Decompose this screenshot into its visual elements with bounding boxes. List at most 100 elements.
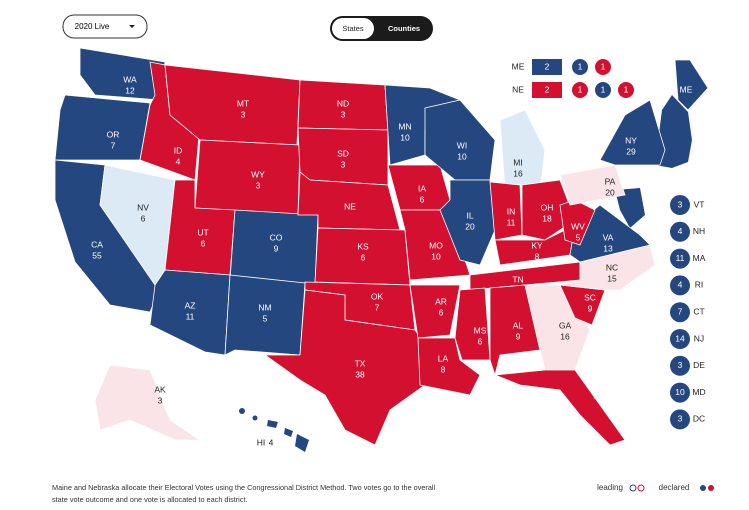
state-votes: 15 [607,273,617,283]
state-shape [94,364,202,441]
state-votes: 10 [457,151,467,161]
state-votes: 10 [431,251,441,261]
state-shape [674,59,709,111]
split-dot [618,82,634,98]
state-votes: 6 [141,213,146,223]
state-code: TN [512,274,523,284]
state-votes: 6 [439,307,444,317]
state-code: MS [474,325,487,335]
hawaii-island [295,434,309,452]
small-state-code: MA [693,253,706,263]
state-code: WY [251,169,265,179]
small-state-dot [670,275,690,296]
state-votes: 11 [507,217,516,227]
state-votes: 20 [465,221,475,231]
split-votes: 1 [601,61,606,71]
small-state-votes: 3 [678,360,683,370]
split-votes: 1 [578,84,583,94]
state-votes: 13 [603,243,613,253]
mid-atlantic [615,188,645,228]
state-votes: 5 [576,232,581,242]
state-code: AZ [185,300,196,310]
legend-declared: declared [659,483,690,492]
legend-leading: leading [597,483,623,492]
state-shape [559,164,626,206]
state-votes: 12 [125,85,135,95]
split-votes: 2 [545,84,550,94]
state-votes: 3 [256,180,261,190]
small-state-code: MD [692,387,705,397]
state-code: WV [571,221,585,231]
state-code: VA [603,232,614,242]
state-shape [499,109,546,191]
state-votes: 20 [605,187,615,197]
small-state-votes: 4 [678,280,683,290]
small-state-votes: 14 [675,333,685,343]
state-votes: 7 [375,302,380,312]
split-dot [572,82,588,98]
state-votes: 16 [513,168,523,178]
split-dot [595,82,611,98]
state-shape [79,47,166,101]
split-dot [595,59,611,75]
state-code: NY [625,135,637,145]
legend-declared-rep [708,485,714,491]
split-votes: 1 [601,84,606,94]
state-shape [224,274,306,356]
state-votes: 29 [626,146,636,156]
toggle-counties-label[interactable]: Counties [388,24,420,33]
state-code: IL [466,210,473,220]
split-dot [572,59,588,75]
state-code: IA [418,183,426,193]
split-state: ME [512,61,525,71]
state-code: SD [337,148,349,158]
small-state-dot [670,221,690,242]
hawaii-island [239,408,245,414]
small-state-code: CT [693,306,704,316]
state-votes: 10 [400,132,410,142]
state-votes: 6 [361,252,366,262]
state-votes: 4 [176,156,181,166]
state-shape [521,179,576,241]
small-state-code: NJ [694,333,704,343]
legend-leading-dem [629,484,637,492]
small-state-votes: 11 [676,253,685,263]
small-state-dot [670,302,690,323]
state-shape [54,94,151,161]
state-votes: 3 [158,395,163,405]
state-votes: 55 [92,250,102,260]
state-code: NM [258,302,271,312]
state-code: AL [513,320,524,330]
state-code: SC [584,292,596,302]
state-code: OH [541,202,554,212]
small-state-dot [670,409,690,430]
hawaii-island [284,428,293,437]
state-votes: 3 [341,109,346,119]
small-state-dot [670,248,690,269]
state-code: NC [606,262,618,272]
small-state-dot [670,382,690,403]
state-votes: 8 [441,364,446,374]
state-code: IN [507,206,516,216]
legend-declared-dem [700,485,706,491]
state-votes: 9 [588,303,593,313]
small-state-dot [670,195,690,215]
state-votes: 29 [593,390,603,400]
split-votes: 2 [545,61,550,71]
state-code: GA [559,320,572,330]
split-votes: 1 [624,84,629,94]
state-code: KY [531,240,543,250]
toggle-states[interactable] [332,18,374,39]
state-votes: 9 [274,243,279,253]
split-box [532,82,562,98]
state-code: OK [371,291,384,301]
state-votes: 6 [478,336,483,346]
state-code: AR [435,296,447,306]
state-shape [599,99,666,166]
legend-leading-rep [637,484,645,492]
state-votes: 5 [263,313,268,323]
year-dropdown[interactable] [62,14,148,39]
state-code: MN [398,121,411,131]
state-shape [454,287,491,361]
